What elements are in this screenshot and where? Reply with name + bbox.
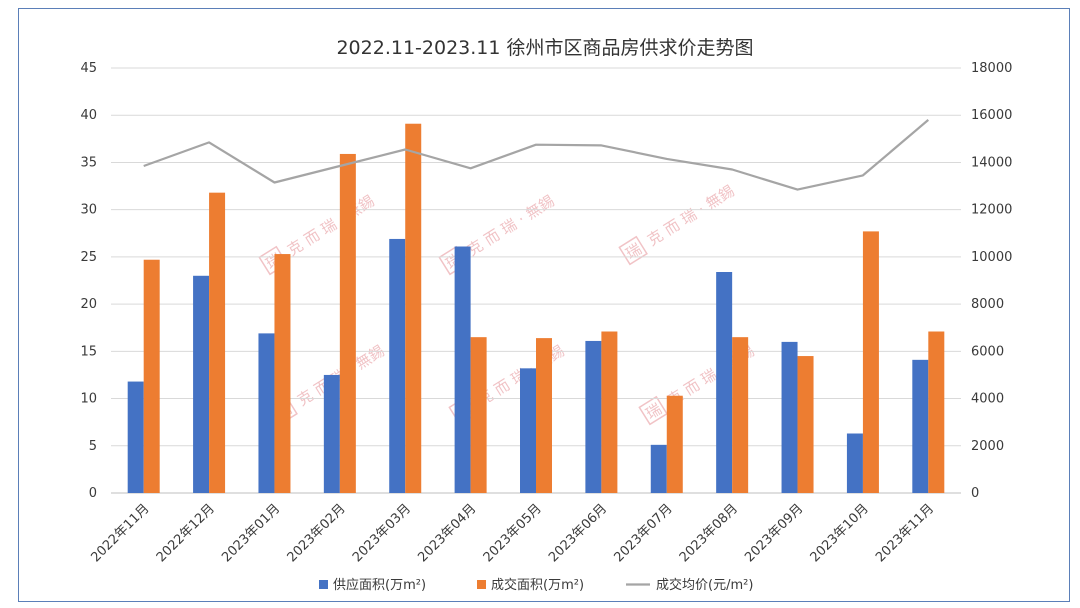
avg-price-line (143, 119, 930, 191)
transaction-area-bar (601, 331, 618, 493)
transaction-area-bar (797, 356, 814, 493)
right-axis-tick-label: 6000 (971, 344, 1004, 359)
right-axis-tick-label: 8000 (971, 297, 1004, 312)
line-layer (143, 119, 930, 191)
supply-area-bar (650, 444, 667, 493)
category-label: 2023年05月 (481, 501, 545, 565)
transaction-area-bar (928, 331, 945, 493)
left-axis-tick-label: 40 (80, 108, 97, 123)
category-label: 2023年11月 (873, 501, 937, 565)
right-axis-tick-label: 0 (971, 486, 979, 501)
left-axis-tick-label: 5 (89, 439, 97, 454)
supply-area-bar (258, 333, 275, 493)
supply-area-bar (912, 359, 929, 493)
category-label: 2022年12月 (154, 501, 218, 565)
supply-area-bar (585, 340, 602, 493)
left-axis-tick-label: 25 (80, 250, 97, 265)
right-axis-tick-label: 2000 (971, 439, 1004, 454)
left-axis-tick-label: 45 (80, 61, 97, 76)
left-axis-tick-label: 20 (80, 297, 97, 312)
supply-area-bar (454, 246, 471, 493)
supply-area-bar (193, 275, 210, 493)
legend-label: 供应面积(万m²) (333, 577, 426, 593)
left-axis-tick-label: 30 (80, 203, 97, 218)
left-axis-ticks: 0 5 10 15 20 25 30 35 40 45 (80, 61, 97, 501)
transaction-area-bar (666, 395, 683, 493)
transaction-area-bar (862, 231, 879, 493)
category-label: 2023年09月 (742, 501, 806, 565)
transaction-area-bar (470, 337, 487, 493)
watermark-stamp (638, 395, 668, 426)
category-label: 2023年06月 (546, 501, 610, 565)
supply-area-bar (781, 341, 798, 493)
bar-layer (127, 123, 945, 493)
category-label: 2023年02月 (285, 501, 349, 565)
right-axis-tick-label: 4000 (971, 392, 1004, 407)
supply-area-bar (520, 368, 536, 493)
supply-area-bar (846, 433, 863, 493)
right-axis-tick-label: 10000 (971, 250, 1012, 265)
transaction-area-bar (536, 338, 552, 493)
watermark: 瑞克 而 瑞 · 無錫 (618, 182, 738, 266)
left-axis-tick-label: 35 (80, 155, 97, 170)
transaction-area-bar (405, 123, 422, 493)
right-axis-ticks: 0 2000 4000 6000 8000 10000 12000 14000 16000 180… (971, 61, 1012, 501)
category-label: 2023年01月 (219, 501, 283, 565)
legend-swatch (319, 580, 328, 589)
transaction-area-bar (339, 153, 356, 493)
category-label: 2023年07月 (612, 501, 676, 565)
left-axis-tick-label: 0 (89, 486, 97, 501)
transaction-area-bar (732, 337, 749, 493)
transaction-area-bar (209, 192, 226, 493)
left-axis-tick-label: 10 (80, 392, 97, 407)
transaction-area-bar (143, 259, 160, 493)
watermark-stamp (618, 235, 648, 266)
category-label: 2022年11月 (88, 501, 152, 565)
transaction-area-bar (274, 254, 291, 493)
legend: 供应面积(万m²) 成交面积(万m²) 成交均价(元/m²) (319, 577, 753, 593)
supply-area-bar (127, 381, 144, 493)
supply-area-bar (716, 272, 733, 493)
watermark-text: 克 而 瑞 · 無錫 (284, 192, 377, 260)
right-axis-tick-label: 12000 (971, 203, 1012, 218)
legend-label: 成交均价(元/m²) (656, 577, 753, 593)
category-label: 2023年04月 (415, 501, 479, 565)
supply-area-bar (323, 374, 340, 493)
legend-label: 成交面积(万m²) (491, 577, 584, 593)
right-axis-tick-label: 16000 (971, 108, 1012, 123)
right-axis-tick-label: 18000 (971, 61, 1012, 76)
right-axis-tick-label: 14000 (971, 155, 1012, 170)
watermark-text: 克 而 瑞 · 無錫 (644, 182, 737, 250)
category-label: 2023年03月 (350, 501, 414, 565)
left-axis-tick-label: 15 (80, 344, 97, 359)
category-label: 2023年10月 (808, 501, 872, 565)
legend-swatch (477, 580, 486, 589)
watermark-text: 克 而 瑞 · 無錫 (464, 192, 557, 260)
category-label: 2023年08月 (677, 501, 741, 565)
supply-area-bar (389, 238, 406, 493)
chart-title: 2022.11-2023.11 徐州市区商品房供求价走势图 (336, 37, 753, 59)
category-axis-labels: 2022年11月 2022年12月 2023年01月 2023年02月 2023年03月… (88, 501, 937, 565)
